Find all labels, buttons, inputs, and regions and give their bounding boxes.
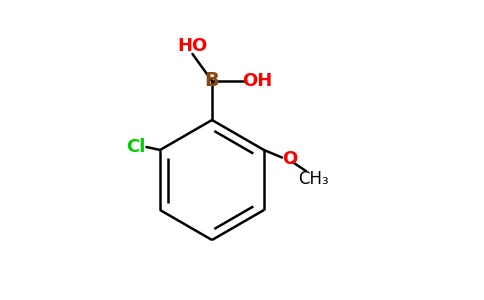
Text: OH: OH: [242, 72, 272, 90]
Text: HO: HO: [177, 38, 208, 56]
Text: Cl: Cl: [126, 138, 146, 156]
Text: CH₃: CH₃: [298, 169, 329, 188]
Text: B: B: [205, 71, 219, 91]
Text: O: O: [282, 150, 297, 168]
